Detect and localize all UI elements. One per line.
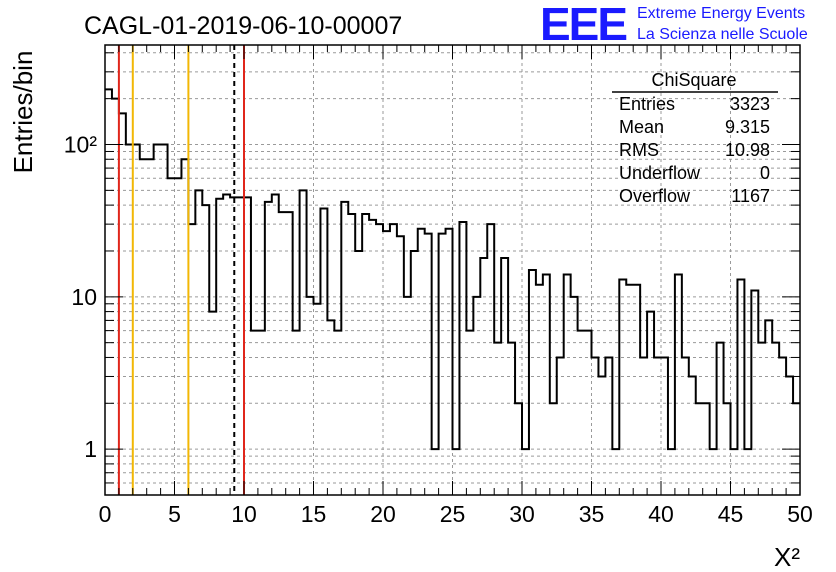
- stats-value-overflow: 1167: [731, 186, 770, 206]
- stats-title: ChiSquare: [651, 70, 736, 90]
- x-tick-label: 50: [787, 501, 813, 527]
- x-tick-label: 45: [718, 501, 744, 527]
- axes: [104, 44, 801, 496]
- stats-box: ChiSquare Entries 3323 Mean 9.315 RMS 10…: [612, 70, 778, 206]
- stats-value-underflow: 0: [760, 163, 770, 183]
- x-tick-label: 20: [370, 501, 396, 527]
- eee-logo-line1: Extreme Energy Events: [637, 5, 805, 22]
- x-tick-label: 40: [648, 501, 674, 527]
- stats-value-mean: 9.315: [725, 117, 770, 137]
- stats-value-entries: 3323: [730, 94, 770, 114]
- tick-labels: 0 5 10 15 20 25 30 35 40 45 50 1 10 10²: [64, 131, 813, 527]
- x-tick-label: 5: [168, 501, 181, 527]
- stats-label-overflow: Overflow: [619, 186, 691, 206]
- x-tick-label: 0: [99, 501, 112, 527]
- histogram-bins: [105, 88, 800, 451]
- x-tick-label: 30: [509, 501, 535, 527]
- y-tick-label: 10²: [64, 131, 98, 157]
- y-tick-label: 10: [71, 284, 97, 310]
- stats-label-underflow: Underflow: [619, 163, 701, 183]
- x-axis-label: X²: [774, 542, 800, 572]
- eee-logo-line2: La Scienza nelle Scuole: [637, 26, 808, 43]
- x-tick-label: 35: [579, 501, 605, 527]
- stats-value-rms: 10.98: [725, 140, 770, 160]
- y-axis-label: Entries/bin: [8, 51, 38, 174]
- grid-layer: [105, 45, 800, 495]
- x-tick-label: 15: [301, 501, 327, 527]
- reference-lines: [117, 45, 245, 495]
- stats-label-entries: Entries: [619, 94, 675, 114]
- x-tick-label: 10: [231, 501, 257, 527]
- eee-logo: EEE Extreme Energy Events La Scienza nel…: [540, 0, 808, 50]
- stats-label-rms: RMS: [619, 140, 659, 160]
- y-tick-label: 1: [84, 436, 97, 462]
- eee-logo-letters: EEE: [540, 0, 626, 50]
- histogram-outline: [105, 88, 800, 451]
- chart-title: CAGL-01-2019-06-10-00007: [84, 12, 402, 40]
- x-tick-label: 25: [440, 501, 466, 527]
- stats-label-mean: Mean: [619, 117, 664, 137]
